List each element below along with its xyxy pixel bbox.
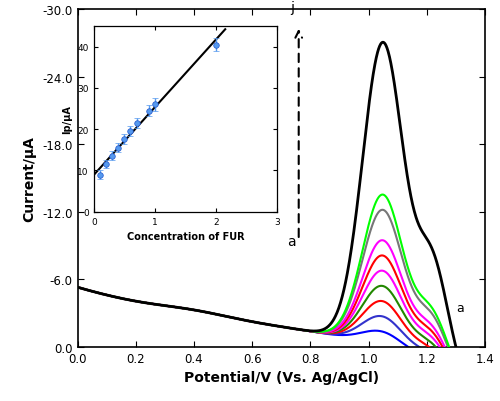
Text: j: j — [290, 1, 294, 15]
Text: a: a — [456, 301, 464, 314]
Y-axis label: Current/μA: Current/μA — [22, 136, 36, 221]
Text: a: a — [287, 235, 296, 249]
X-axis label: Potential/V (Vs. Ag/AgCl): Potential/V (Vs. Ag/AgCl) — [184, 370, 379, 384]
